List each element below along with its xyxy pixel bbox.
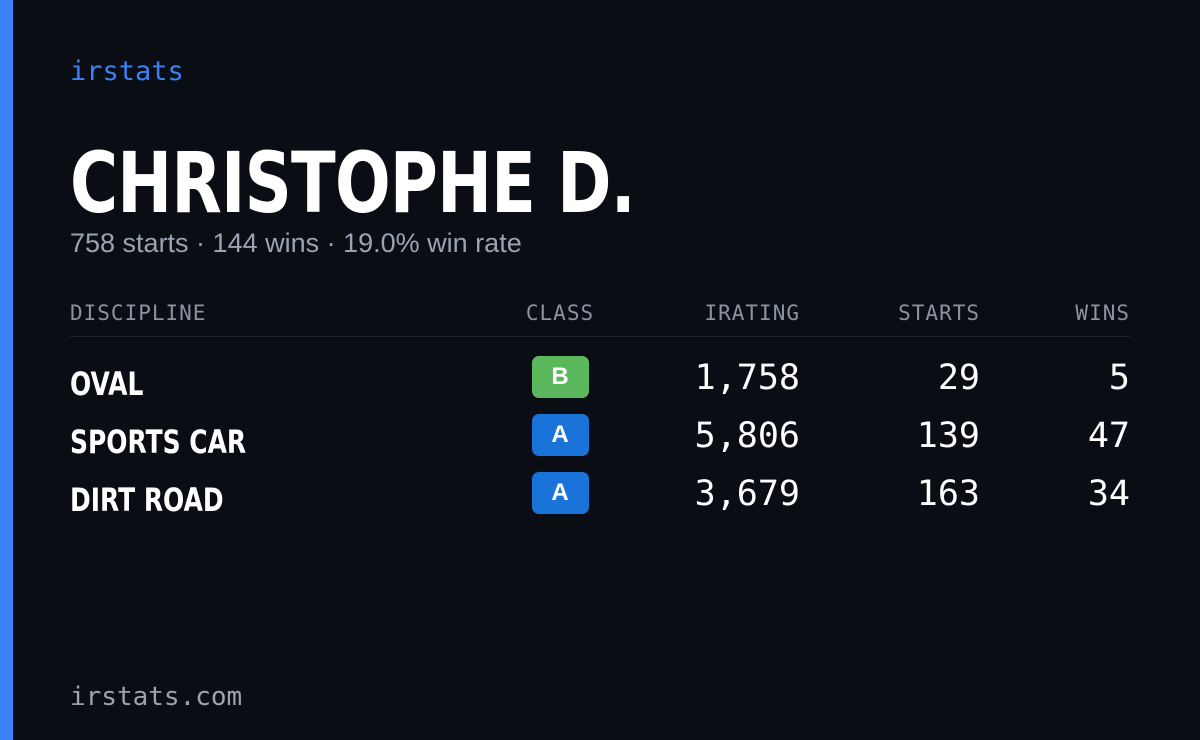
starts-value: 139 (916, 416, 980, 456)
wins-value: 34 (1087, 474, 1130, 514)
class-badge: A (531, 472, 589, 514)
column-header: DISCIPLINE (70, 301, 207, 325)
discipline-name: SPORTS CAR (70, 423, 247, 461)
starts-value: 29 (937, 358, 980, 398)
footer-url: irstats.com (70, 682, 243, 712)
column-header: CLASS (525, 301, 595, 325)
wins-value: 47 (1087, 416, 1130, 456)
starts-value: 163 (916, 474, 980, 514)
accent-bar (0, 0, 13, 740)
column-header: WINS (1075, 301, 1130, 325)
header-rule (70, 336, 1130, 337)
column-header: STARTS (898, 301, 980, 325)
discipline-name: DIRT ROAD (70, 481, 224, 519)
column-header: IRATING (704, 301, 800, 325)
wins-value: 5 (1108, 358, 1130, 398)
irating-value: 3,679 (694, 474, 800, 514)
class-badge: A (531, 414, 589, 456)
player-name: CHRISTOPHE D. (70, 134, 636, 232)
class-badge: B (531, 356, 589, 398)
irating-value: 5,806 (694, 416, 800, 456)
discipline-name: OVAL (70, 365, 144, 403)
brand: irstats (70, 56, 184, 87)
player-summary: 758 starts · 144 wins · 19.0% win rate (70, 228, 522, 258)
irating-value: 1,758 (694, 358, 800, 398)
